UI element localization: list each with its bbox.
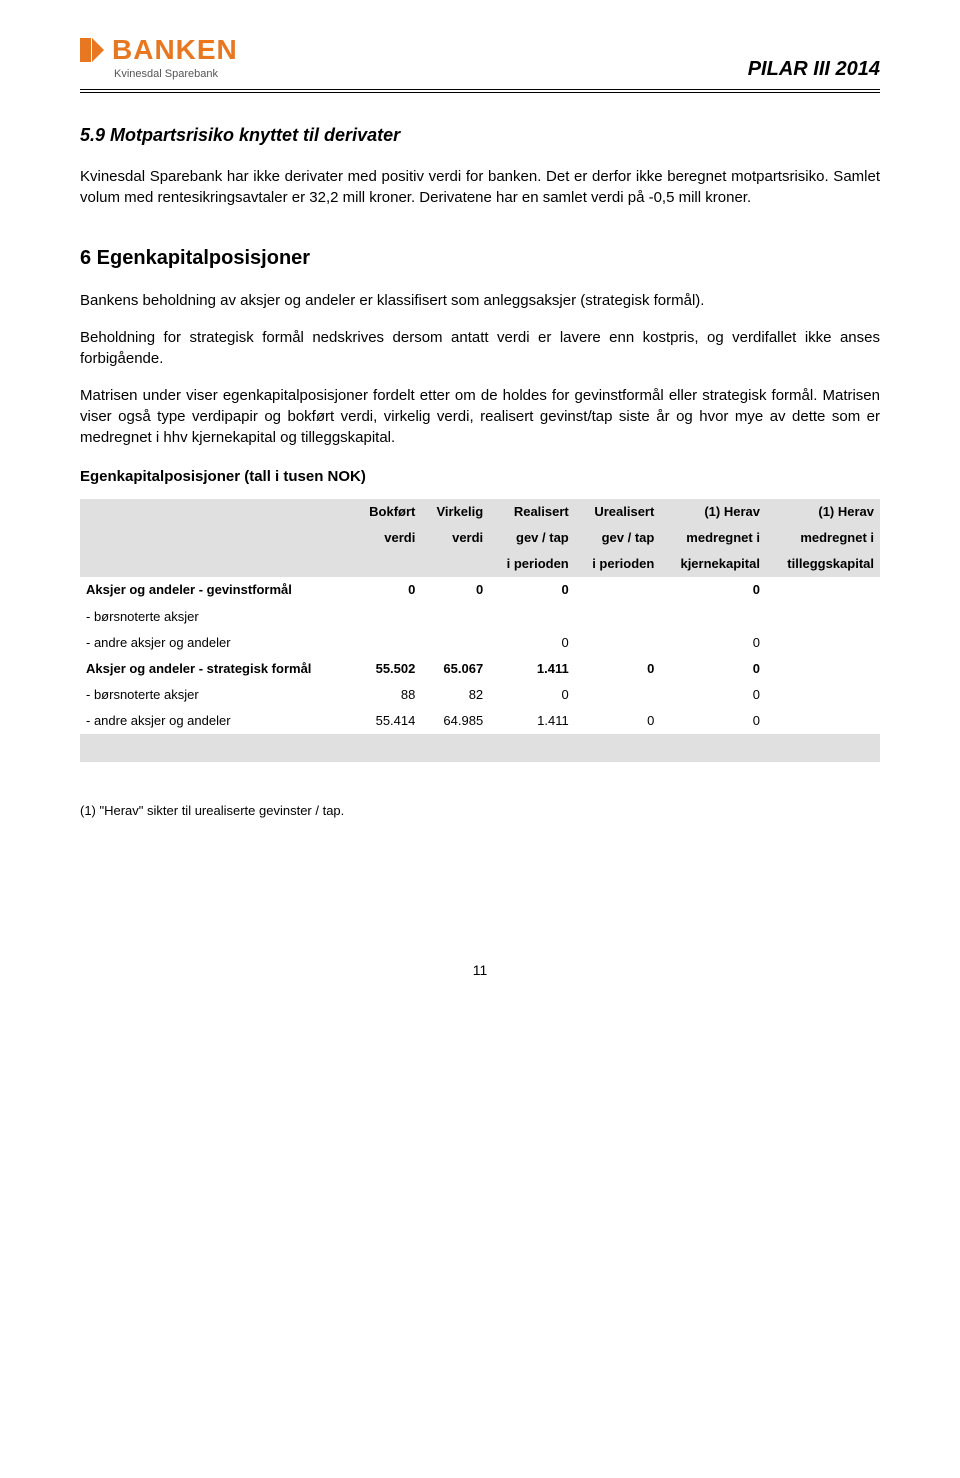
- table-cell: 0: [575, 708, 661, 734]
- logo-block: BANKEN Kvinesdal Sparebank: [80, 30, 238, 83]
- th-bokfort-2: verdi: [354, 525, 421, 551]
- th-bokfort-3: [354, 551, 421, 577]
- table-cell: 1.411: [489, 708, 575, 734]
- table-row: - andre aksjer og andeler55.41464.9851.4…: [80, 708, 880, 734]
- heading-6: 6 Egenkapitalposisjoner: [80, 244, 880, 272]
- paragraph-6-3: Matrisen under viser egenkapitalposisjon…: [80, 385, 880, 448]
- table-cell: 64.985: [421, 708, 489, 734]
- th-empty-2: [80, 525, 354, 551]
- logo-subtitle: Kvinesdal Sparebank: [114, 67, 238, 82]
- th-bokfort-1: Bokført: [354, 499, 421, 525]
- table-cell: 0: [660, 682, 766, 708]
- table-row: Aksjer og andeler - gevinstformål0000: [80, 577, 880, 603]
- table-cell: 1.411: [489, 656, 575, 682]
- logo-icon: [80, 38, 108, 62]
- table-cell: [354, 630, 421, 656]
- th-herav2-1: (1) Herav: [766, 499, 880, 525]
- th-empty-3: [80, 551, 354, 577]
- table-cell: [575, 630, 661, 656]
- table-cell: [660, 604, 766, 630]
- table-footer-row: [80, 734, 880, 762]
- table-cell: [766, 577, 880, 603]
- table-cell: [766, 604, 880, 630]
- footnote: (1) "Herav" sikter til urealiserte gevin…: [80, 802, 880, 820]
- equity-positions-table: Bokført Virkelig Realisert Urealisert (1…: [80, 499, 880, 763]
- table-cell: 82: [421, 682, 489, 708]
- logo-text: BANKEN: [112, 30, 238, 69]
- heading-5-9: 5.9 Motpartsrisiko knyttet til derivater: [80, 123, 880, 148]
- table-cell: [575, 604, 661, 630]
- table-cell: 0: [489, 577, 575, 603]
- table-cell: [489, 604, 575, 630]
- page-header: BANKEN Kvinesdal Sparebank PILAR III 201…: [80, 30, 880, 93]
- th-urealisert-3: i perioden: [575, 551, 661, 577]
- table-row: - andre aksjer og andeler 0 0: [80, 630, 880, 656]
- table-cell: 0: [575, 656, 661, 682]
- paragraph-6-2: Beholdning for strategisk formål nedskri…: [80, 327, 880, 369]
- table-cell: [766, 656, 880, 682]
- table-cell: 0: [660, 708, 766, 734]
- table-cell: [354, 604, 421, 630]
- th-empty: [80, 499, 354, 525]
- paragraph-6-1: Bankens beholdning av aksjer og andeler …: [80, 290, 880, 311]
- paragraph-5-9-1: Kvinesdal Sparebank har ikke derivater m…: [80, 166, 880, 208]
- table-cell: [575, 577, 661, 603]
- th-herav1-3: kjernekapital: [660, 551, 766, 577]
- table-cell: [421, 630, 489, 656]
- table-cell: - andre aksjer og andeler: [80, 708, 354, 734]
- th-virkelig-3: [421, 551, 489, 577]
- th-herav2-3: tilleggskapital: [766, 551, 880, 577]
- table-cell: 88: [354, 682, 421, 708]
- table-caption: Egenkapitalposisjoner (tall i tusen NOK): [80, 466, 880, 487]
- table-cell: - børsnoterte aksjer: [80, 682, 354, 708]
- th-herav1-2: medregnet i: [660, 525, 766, 551]
- table-cell: 0: [354, 577, 421, 603]
- th-realisert-1: Realisert: [489, 499, 575, 525]
- table-cell: 0: [660, 577, 766, 603]
- th-herav1-1: (1) Herav: [660, 499, 766, 525]
- table-cell: [766, 682, 880, 708]
- th-herav2-2: medregnet i: [766, 525, 880, 551]
- table-cell: 0: [489, 630, 575, 656]
- table-cell: [766, 630, 880, 656]
- table-cell: 0: [421, 577, 489, 603]
- table-cell: 0: [660, 656, 766, 682]
- th-urealisert-1: Urealisert: [575, 499, 661, 525]
- th-realisert-2: gev / tap: [489, 525, 575, 551]
- table-row: Aksjer og andeler - strategisk formål55.…: [80, 656, 880, 682]
- logo: BANKEN: [80, 30, 238, 69]
- th-virkelig-2: verdi: [421, 525, 489, 551]
- table-cell: 55.414: [354, 708, 421, 734]
- table-cell: 65.067: [421, 656, 489, 682]
- table-cell: 0: [489, 682, 575, 708]
- th-urealisert-2: gev / tap: [575, 525, 661, 551]
- table-row: - børsnoterte aksjer: [80, 604, 880, 630]
- table-cell: - børsnoterte aksjer: [80, 604, 354, 630]
- table-cell: Aksjer og andeler - gevinstformål: [80, 577, 354, 603]
- table-cell: 0: [660, 630, 766, 656]
- table-header: Bokført Virkelig Realisert Urealisert (1…: [80, 499, 880, 578]
- th-realisert-3: i perioden: [489, 551, 575, 577]
- table-cell: Aksjer og andeler - strategisk formål: [80, 656, 354, 682]
- table-row: - børsnoterte aksjer888200: [80, 682, 880, 708]
- doc-title: PILAR III 2014: [748, 55, 880, 83]
- page-number: 11: [80, 961, 880, 981]
- table-cell: [766, 708, 880, 734]
- table-cell: - andre aksjer og andeler: [80, 630, 354, 656]
- th-virkelig-1: Virkelig: [421, 499, 489, 525]
- table-cell: [575, 682, 661, 708]
- table-cell: [421, 604, 489, 630]
- table-cell: 55.502: [354, 656, 421, 682]
- table-body: Aksjer og andeler - gevinstformål0000 - …: [80, 577, 880, 734]
